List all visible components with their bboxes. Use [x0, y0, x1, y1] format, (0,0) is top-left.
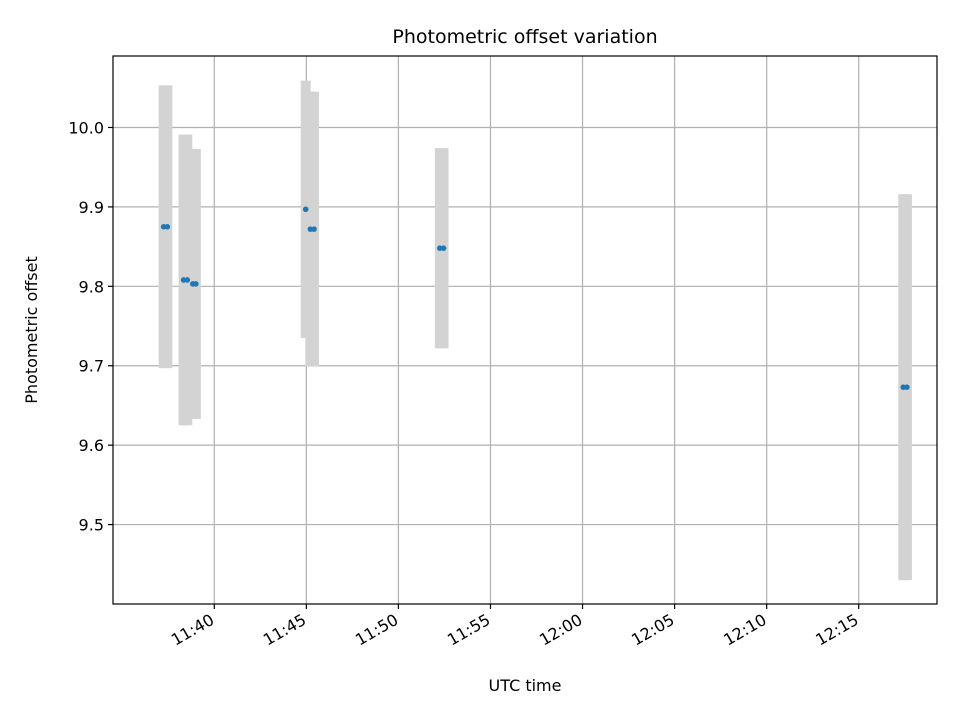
- y-tick-label: 9.7: [79, 357, 104, 376]
- y-axis-ticks: 9.5 9.6 9.7 9.8 9.9 10.0: [68, 118, 113, 535]
- y-tick-label: 9.6: [79, 436, 104, 455]
- data-point: [164, 223, 171, 230]
- y-tick-label: 9.8: [79, 277, 104, 296]
- data-point: [904, 384, 910, 390]
- y-axis-label: Photometric offset: [22, 256, 41, 404]
- y-tick-label: 9.9: [79, 198, 104, 217]
- y-tick-label: 9.5: [79, 516, 104, 535]
- data-point: [311, 226, 317, 232]
- data-point: [184, 277, 191, 283]
- data-point: [302, 206, 309, 213]
- data-points: [160, 206, 910, 390]
- y-tick-label: 10.0: [68, 118, 104, 137]
- grid-lines: [113, 56, 937, 604]
- plot-frame: [112, 55, 938, 605]
- data-point: [193, 281, 199, 287]
- chart-title: Photometric offset variation: [392, 26, 657, 48]
- data-point: [440, 245, 447, 251]
- x-axis-label: UTC time: [489, 676, 562, 695]
